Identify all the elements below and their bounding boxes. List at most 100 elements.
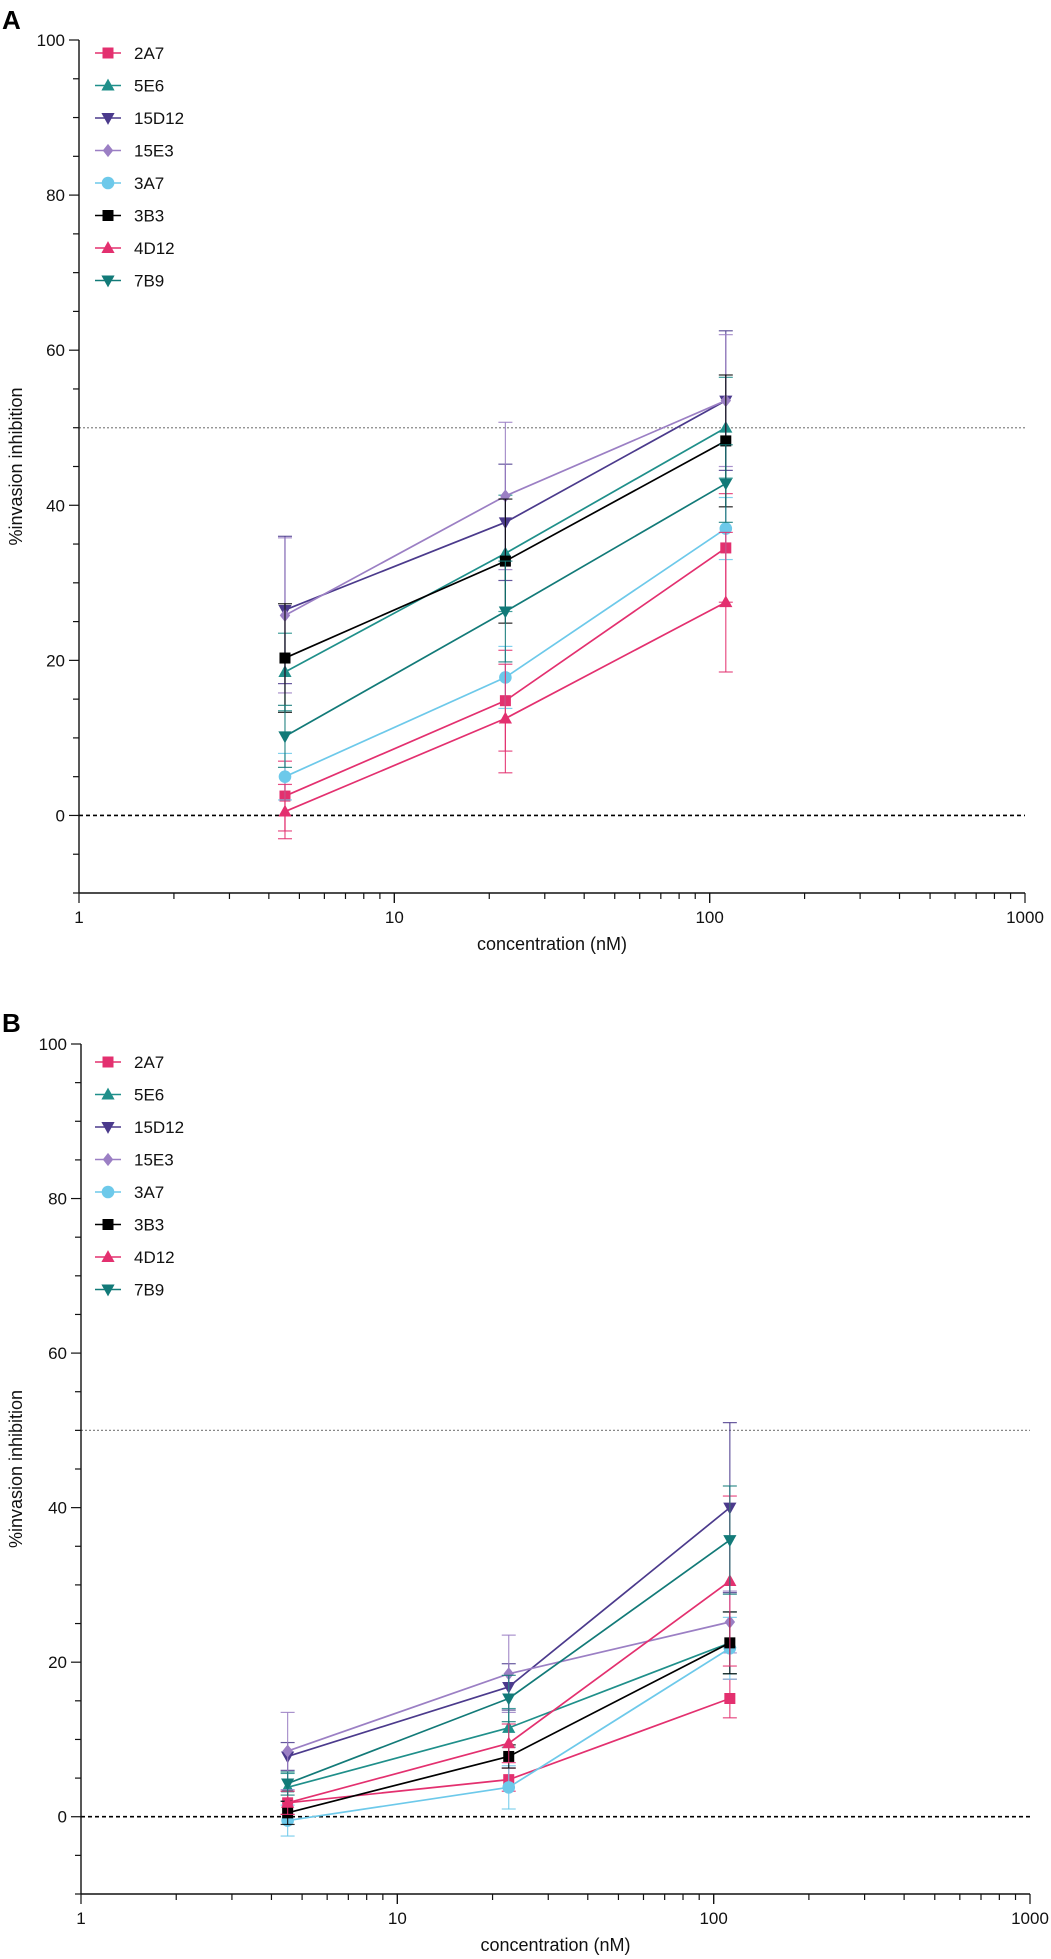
legend-item-15d12: 15D12 [95, 1118, 184, 1137]
legend-label: 15D12 [134, 109, 184, 128]
y-tick-label: 20 [46, 651, 65, 670]
legend-item-3b3: 3B3 [95, 207, 164, 226]
legend-item-3a7: 3A7 [95, 1183, 164, 1202]
legend-label: 7B9 [134, 1281, 164, 1300]
data-point [500, 489, 511, 503]
legend-item-7b9: 7B9 [95, 1281, 164, 1300]
legend-label: 5E6 [134, 77, 164, 96]
legend-label: 15E3 [134, 1151, 174, 1170]
legend-label: 7B9 [134, 272, 164, 291]
legend-swatch-marker [102, 143, 114, 158]
y-tick-label: 60 [48, 1344, 67, 1363]
x-axis-title: concentration (nM) [477, 934, 627, 954]
legend-item-5e6: 5E6 [95, 1086, 164, 1105]
data-point [502, 1781, 516, 1794]
legend-swatch-marker [102, 1152, 114, 1167]
legend-swatch-marker [101, 241, 115, 253]
y-tick-label: 0 [56, 806, 65, 825]
legend-label: 2A7 [134, 44, 164, 63]
y-tick-label: 60 [46, 341, 65, 360]
legend-label: 5E6 [134, 1086, 164, 1105]
legend-swatch-marker [101, 1087, 115, 1100]
data-point [719, 478, 733, 491]
legend-swatch-marker [102, 1219, 114, 1230]
legend-swatch-marker [101, 1284, 115, 1297]
legend-label: 3B3 [134, 207, 164, 226]
legend-label: 2A7 [134, 1053, 164, 1072]
legend-swatch-marker [102, 47, 114, 59]
data-point [720, 435, 732, 447]
legend-item-4d12: 4D12 [95, 239, 175, 258]
legend-swatch-marker [102, 1056, 114, 1068]
legend-item-3a7: 3A7 [95, 174, 164, 193]
legend-item-2a7: 2A7 [95, 44, 164, 63]
data-point [498, 606, 512, 619]
x-tick-label: 1 [76, 1909, 85, 1928]
data-point [498, 711, 512, 724]
x-tick-label: 100 [695, 908, 723, 927]
series-7b9 [277, 444, 733, 768]
x-axis-title: concentration (nM) [480, 1935, 630, 1955]
y-tick-label: 80 [46, 186, 65, 205]
x-tick-label: 1000 [1006, 908, 1044, 927]
legend-swatch-marker [102, 210, 114, 221]
legend-label: 15D12 [134, 1118, 184, 1137]
x-tick-label: 1 [74, 908, 83, 927]
x-tick-label: 100 [699, 1909, 727, 1928]
data-point [278, 770, 292, 783]
legend-item-2a7: 2A7 [95, 1053, 164, 1072]
data-point [719, 595, 733, 608]
legend-label: 4D12 [134, 1248, 175, 1267]
y-tick-label: 0 [58, 1808, 67, 1827]
data-point [282, 1744, 293, 1758]
data-point [723, 1535, 737, 1547]
legend-swatch-marker [101, 113, 115, 125]
legend-label: 3A7 [134, 1183, 164, 1202]
y-tick-label: 20 [48, 1653, 67, 1672]
legend-swatch-marker [101, 1250, 115, 1262]
data-point [724, 1693, 736, 1704]
data-point [719, 522, 733, 535]
y-axis-title: %invasion inhibition [6, 387, 26, 545]
x-tick-label: 10 [388, 1909, 407, 1928]
y-tick-label: 40 [48, 1499, 67, 1518]
panel-label: B [2, 1008, 21, 1038]
y-tick-label: 100 [39, 1035, 67, 1054]
legend-item-3b3: 3B3 [95, 1216, 164, 1235]
data-point [281, 1778, 295, 1791]
data-point [279, 652, 291, 664]
legend-item-7b9: 7B9 [95, 272, 164, 291]
legend-item-15e3: 15E3 [95, 1151, 174, 1170]
data-point [502, 1693, 516, 1706]
legend-item-5e6: 5E6 [95, 77, 164, 96]
legend-swatch-marker [101, 176, 115, 190]
legend-item-15e3: 15E3 [95, 142, 174, 161]
y-axis-title: %invasion inhibition [6, 1390, 26, 1548]
panel-b: B 0 20 40 60 80 100 1 10 100 1000 concentration (nM… [2, 1008, 1049, 1955]
legend-label: 4D12 [134, 239, 175, 258]
panel-a: A 0 20 40 60 80 100 1 10 100 1000 concentration (nM… [2, 5, 1044, 954]
data-point [503, 1667, 514, 1681]
legend-label: 3A7 [134, 174, 164, 193]
data-point [502, 1736, 516, 1749]
x-tick-label: 1000 [1011, 1909, 1049, 1928]
legend-swatch-marker [101, 275, 115, 288]
series-7b9 [280, 1485, 737, 1796]
legend-swatch-marker [101, 1122, 115, 1134]
y-tick-label: 100 [37, 31, 65, 50]
panel-label: A [2, 5, 21, 35]
y-tick-label: 80 [48, 1190, 67, 1209]
legend-item-4d12: 4D12 [95, 1248, 175, 1267]
series-4d12 [277, 531, 733, 840]
legend-swatch-marker [101, 78, 115, 91]
data-point [278, 804, 292, 817]
y-tick-label: 40 [46, 496, 65, 515]
legend-label: 15E3 [134, 142, 174, 161]
legend-item-15d12: 15D12 [95, 109, 184, 128]
x-tick-label: 10 [385, 908, 404, 927]
data-point [281, 1795, 295, 1808]
legend-label: 3B3 [134, 1216, 164, 1235]
legend-swatch-marker [101, 1185, 115, 1199]
data-point [278, 731, 292, 744]
